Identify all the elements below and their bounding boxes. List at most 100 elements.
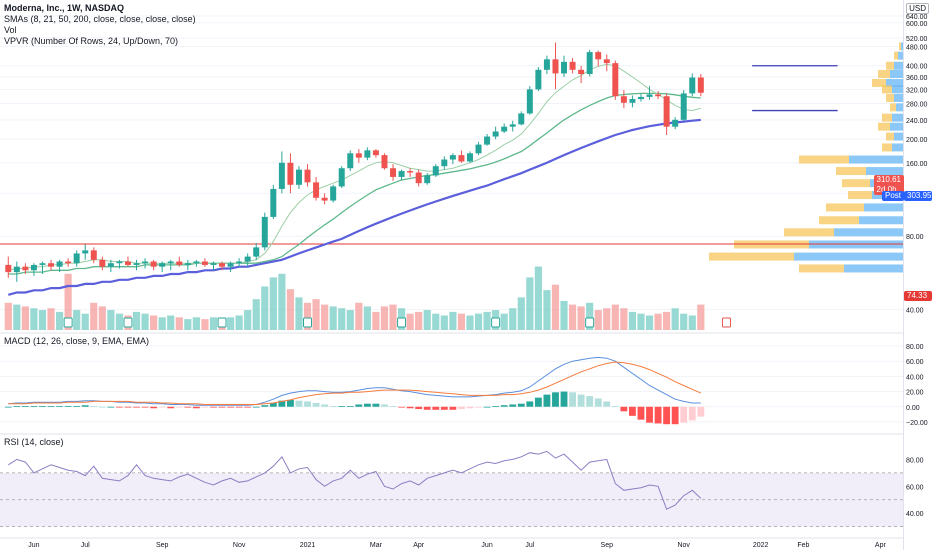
candle [689,73,696,97]
candle [124,256,131,267]
volume-bar [312,299,320,330]
volume-bar [457,313,466,330]
volume-bar [534,266,542,330]
candle [449,153,456,165]
time-tick-label: Jul [525,542,534,549]
macd-histogram-bar [227,406,234,408]
macd-histogram-bar [287,399,294,407]
macd-histogram-bar [107,406,115,408]
volume-bar [389,304,397,330]
macd-histogram-bar [304,401,311,407]
main-legend: Moderna, Inc., 1W, NASDAQ SMAs (8, 21, 5… [4,3,196,47]
time-tick-label: Mar [370,542,383,549]
time-tick-label: 2021 [300,542,316,549]
vpvr-down-bar [819,216,859,225]
vpvr-up-bar [834,228,904,237]
hline-price-value: 74.33 [907,291,928,300]
candle-body [415,172,422,184]
rsi-legend[interactable]: RSI (14, close) [4,437,64,447]
candle [219,261,226,271]
candle [543,55,550,75]
macd-histogram-bar [235,406,243,408]
candle [381,153,388,170]
macd-histogram-bar [210,406,217,408]
sma50-line [8,118,701,296]
macd-histogram-bar [432,406,440,410]
candle [159,261,166,273]
macd-pane[interactable] [0,345,904,425]
macd-histogram-bar [39,405,46,407]
candle [612,60,619,100]
vpvr-up-bar [892,85,904,94]
volume-bar [680,313,688,330]
vpvr-up-bar [849,155,904,164]
price-tick-label: 520.00 [906,36,928,43]
vpvr-down-bar [882,143,892,152]
macd-histogram-bar [526,401,534,407]
earnings-marker-box [303,317,313,328]
candle-body [261,216,268,248]
volume-bar [286,289,295,330]
currency-label[interactable]: USD [906,3,929,14]
candle-body [321,197,328,201]
price-pane[interactable] [0,15,904,330]
volume-bar [81,313,89,330]
candle-body [543,59,550,70]
time-tick-label: Nov [233,542,246,549]
macd-histogram-bar [295,400,303,407]
candle [672,117,679,130]
candle [620,90,627,109]
macd-histogram-bar [56,405,63,407]
vpvr-down-bar [890,103,896,112]
macd-histogram-bar [141,406,149,408]
volume-bar [303,302,312,330]
time-axis[interactable]: Jun Jul Sep Nov 2021 Mar Apr Jun Jul Sep Nov 2022 Fe… [28,542,886,549]
volume-bar [64,273,72,330]
volume-bar [415,311,423,330]
rsi-pane[interactable] [0,450,904,528]
vpvr-legend[interactable]: VPVR (Number Of Rows, 24, Up/Down, 70) [4,36,179,46]
vpvr-up-bar [892,143,904,152]
candle-body [150,261,157,267]
vpvr-down-bar [886,93,894,102]
volume-bar [671,308,679,330]
price-axis[interactable]: 640.00 600.00 520.00 480.00 400.00 360.00 320.… [903,0,932,550]
vol-legend[interactable]: Vol [4,25,17,35]
candle [484,133,491,146]
macd-legend[interactable]: MACD (12, 26, close, 9, EMA, EMA) [4,336,150,346]
candle [347,150,354,172]
candle-body [612,63,619,97]
macd-histogram-bar [543,394,551,407]
macd-histogram-bar [261,405,269,407]
symbol-title[interactable]: Moderna, Inc., 1W, NASDAQ [4,3,125,13]
earnings-marker [63,317,73,328]
volume-bar [98,306,106,330]
sma-legend[interactable]: SMAs (8, 21, 50, 200, close, close, clos… [4,14,196,24]
volume-bar [184,319,192,330]
volume-bar [21,306,29,330]
volume-bar [603,308,611,330]
volume-bar [688,315,696,330]
volume-bar [466,315,474,330]
volume-bar [209,317,218,330]
signal-line [8,361,702,405]
candle [244,253,251,267]
volume-bar [654,313,662,330]
candle-body [73,253,80,264]
macd-histogram-bar [244,406,252,408]
candle [142,258,149,269]
volume-bar [38,310,47,330]
candle [30,263,37,276]
candle [330,184,337,203]
vpvr-up-bar [894,93,904,102]
candle [210,261,217,271]
candle-body [219,263,226,267]
vpvr-down-bar [899,42,901,51]
vpvr-up-bar [894,132,904,141]
macd-histogram-bar [73,405,81,407]
volume-bar [628,311,637,330]
candle-body [637,96,644,100]
volume-bar [201,319,209,330]
candle-body [398,171,405,177]
